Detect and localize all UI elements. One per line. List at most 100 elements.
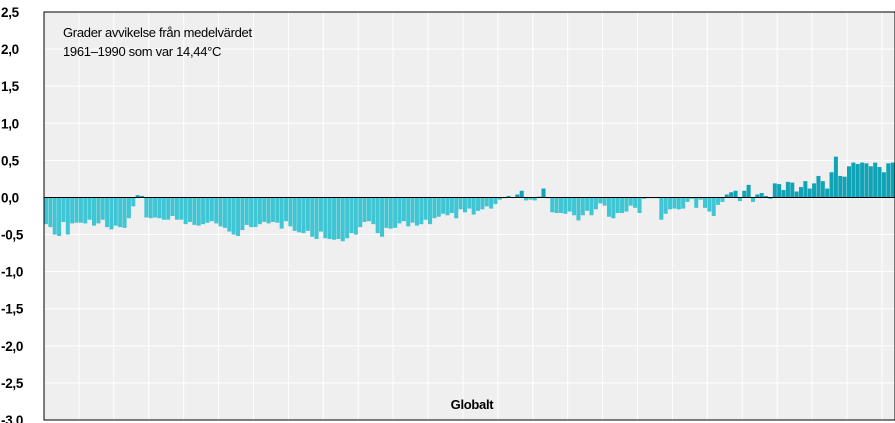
anomaly-bar-1937 <box>423 197 428 220</box>
anomaly-bar-1922 <box>358 197 363 228</box>
anomaly-bar-1924 <box>366 197 371 222</box>
anomaly-bar-1971 <box>572 197 577 216</box>
anomaly-bar-1862 <box>96 197 101 224</box>
anomaly-bar-1925 <box>371 197 376 225</box>
anomaly-bar-1900 <box>262 197 267 222</box>
anomaly-bar-1983 <box>624 197 629 212</box>
anomaly-bar-1913 <box>318 197 323 232</box>
anomaly-bar-2015 <box>764 195 769 198</box>
anomaly-bar-1982 <box>620 197 625 214</box>
anomaly-bar-181 <box>833 156 838 198</box>
anomaly-bar-1860 <box>87 197 92 220</box>
anomaly-bar-186 <box>855 164 860 198</box>
anomaly-bar-1944 <box>454 197 459 219</box>
anomaly-bar-1886 <box>201 197 206 225</box>
anomaly-bar-1890 <box>218 197 223 227</box>
anomaly-bar-1909 <box>301 197 306 234</box>
anomaly-bar-1961 <box>528 197 533 200</box>
anomaly-bar-1919 <box>345 197 350 239</box>
anomaly-bar-1932 <box>401 197 406 222</box>
anomaly-bar-2000 <box>698 197 703 200</box>
anomaly-bar-1870 <box>131 197 136 207</box>
anomaly-bar-1911 <box>310 197 315 237</box>
anomaly-bar-176 <box>812 183 817 198</box>
anomaly-bar-1866 <box>113 197 118 226</box>
anomaly-bar-182 <box>838 175 843 198</box>
anomaly-bar-1956 <box>506 195 511 198</box>
anomaly-bar-166 <box>768 197 773 199</box>
anomaly-bar-1871 <box>135 195 140 198</box>
anomaly-bar-174 <box>803 181 808 198</box>
plot-frame <box>43 11 895 421</box>
anomaly-bar-1905 <box>284 197 289 222</box>
y-tick-label: 1,0 <box>1 116 19 131</box>
anomaly-bar-175 <box>807 188 812 198</box>
anomaly-bar-1852 <box>52 197 57 235</box>
anomaly-bar-2006 <box>724 194 729 198</box>
y-tick-label: 2,0 <box>1 42 19 57</box>
anomaly-bar-1880 <box>174 197 179 220</box>
anomaly-bar-1998 <box>689 197 694 199</box>
anomaly-bar-2001 <box>702 197 707 208</box>
anomaly-bar-1899 <box>257 197 262 225</box>
y-tick-label: -1,0 <box>1 265 23 280</box>
anomaly-bar-1861 <box>92 197 97 226</box>
anomaly-bar-1979 <box>606 197 611 217</box>
anomaly-bar-1887 <box>205 197 210 223</box>
anomaly-bar-1920 <box>349 197 354 234</box>
anomaly-bar-1903 <box>275 197 280 223</box>
anomaly-bar-1868 <box>122 197 127 228</box>
anomaly-bar-1858 <box>78 197 83 223</box>
anomaly-bar-167 <box>772 183 777 198</box>
anomaly-bar-1872 <box>140 195 145 198</box>
anomaly-bar-1867 <box>118 197 123 228</box>
anomaly-bar-1876 <box>157 197 162 219</box>
anomaly-bar-1993 <box>668 197 673 210</box>
anomaly-bar-1883 <box>188 197 193 222</box>
anomaly-bar-1856 <box>70 197 75 224</box>
anomaly-bar-190 <box>873 162 878 198</box>
anomaly-bar-1879 <box>170 197 175 216</box>
anomaly-bar-1967 <box>554 197 559 214</box>
anomaly-bar-1901 <box>266 197 271 224</box>
anomaly-bar-1918 <box>340 197 345 242</box>
anomaly-bar-2010 <box>742 190 747 198</box>
y-tick-label: 2,5 <box>1 5 20 20</box>
anomaly-bar-169 <box>781 190 786 198</box>
anomaly-bar-1938 <box>428 197 433 225</box>
anomaly-bar-1945 <box>458 197 463 210</box>
anomaly-bar-1869 <box>126 197 131 219</box>
y-tick-label: -1,5 <box>1 302 24 317</box>
anomaly-bar-1992 <box>663 197 668 214</box>
anomaly-bar-1928 <box>384 197 389 228</box>
y-tick-label: -2,5 <box>1 376 24 391</box>
anomaly-bar-1949 <box>476 197 481 211</box>
anomaly-bar-1936 <box>419 197 424 225</box>
anomaly-bar-1933 <box>406 197 411 227</box>
anomaly-bar-1935 <box>414 197 419 226</box>
anomaly-bar-1981 <box>615 197 620 214</box>
y-tick-label: 0,5 <box>1 153 20 168</box>
anomaly-bar-1942 <box>445 197 450 216</box>
anomaly-bar-1952 <box>489 197 494 209</box>
anomaly-bar-1980 <box>611 197 616 219</box>
anomaly-bar-2013 <box>755 194 760 198</box>
anomaly-bar-189 <box>868 166 873 198</box>
anomaly-bar-2012 <box>750 197 755 202</box>
anomaly-bar-1950 <box>480 197 485 210</box>
anomaly-bar-179 <box>825 188 830 198</box>
anomaly-bar-185 <box>851 162 856 198</box>
anomaly-bar-1973 <box>580 197 585 216</box>
anomaly-bar-1959 <box>519 190 524 198</box>
anomaly-bar-1984 <box>628 197 633 206</box>
anomaly-bar-1995 <box>676 197 681 210</box>
anomaly-bar-2002 <box>707 197 712 212</box>
anomaly-bar-1910 <box>305 197 310 231</box>
anomaly-bar-2014 <box>759 193 764 198</box>
anomaly-bar-1896 <box>244 197 249 225</box>
y-axis-tick-labels: 2,5 2,0 1,5 1,0 0,5 0,0 -0,5 -1,0 -1,5 -2,0 -2,5 -3… <box>1 5 24 423</box>
anomaly-bar-1873 <box>144 197 149 218</box>
anomaly-bar-183 <box>842 176 847 198</box>
anomaly-bar-1929 <box>388 197 393 229</box>
anomaly-bar-1999 <box>694 197 699 208</box>
